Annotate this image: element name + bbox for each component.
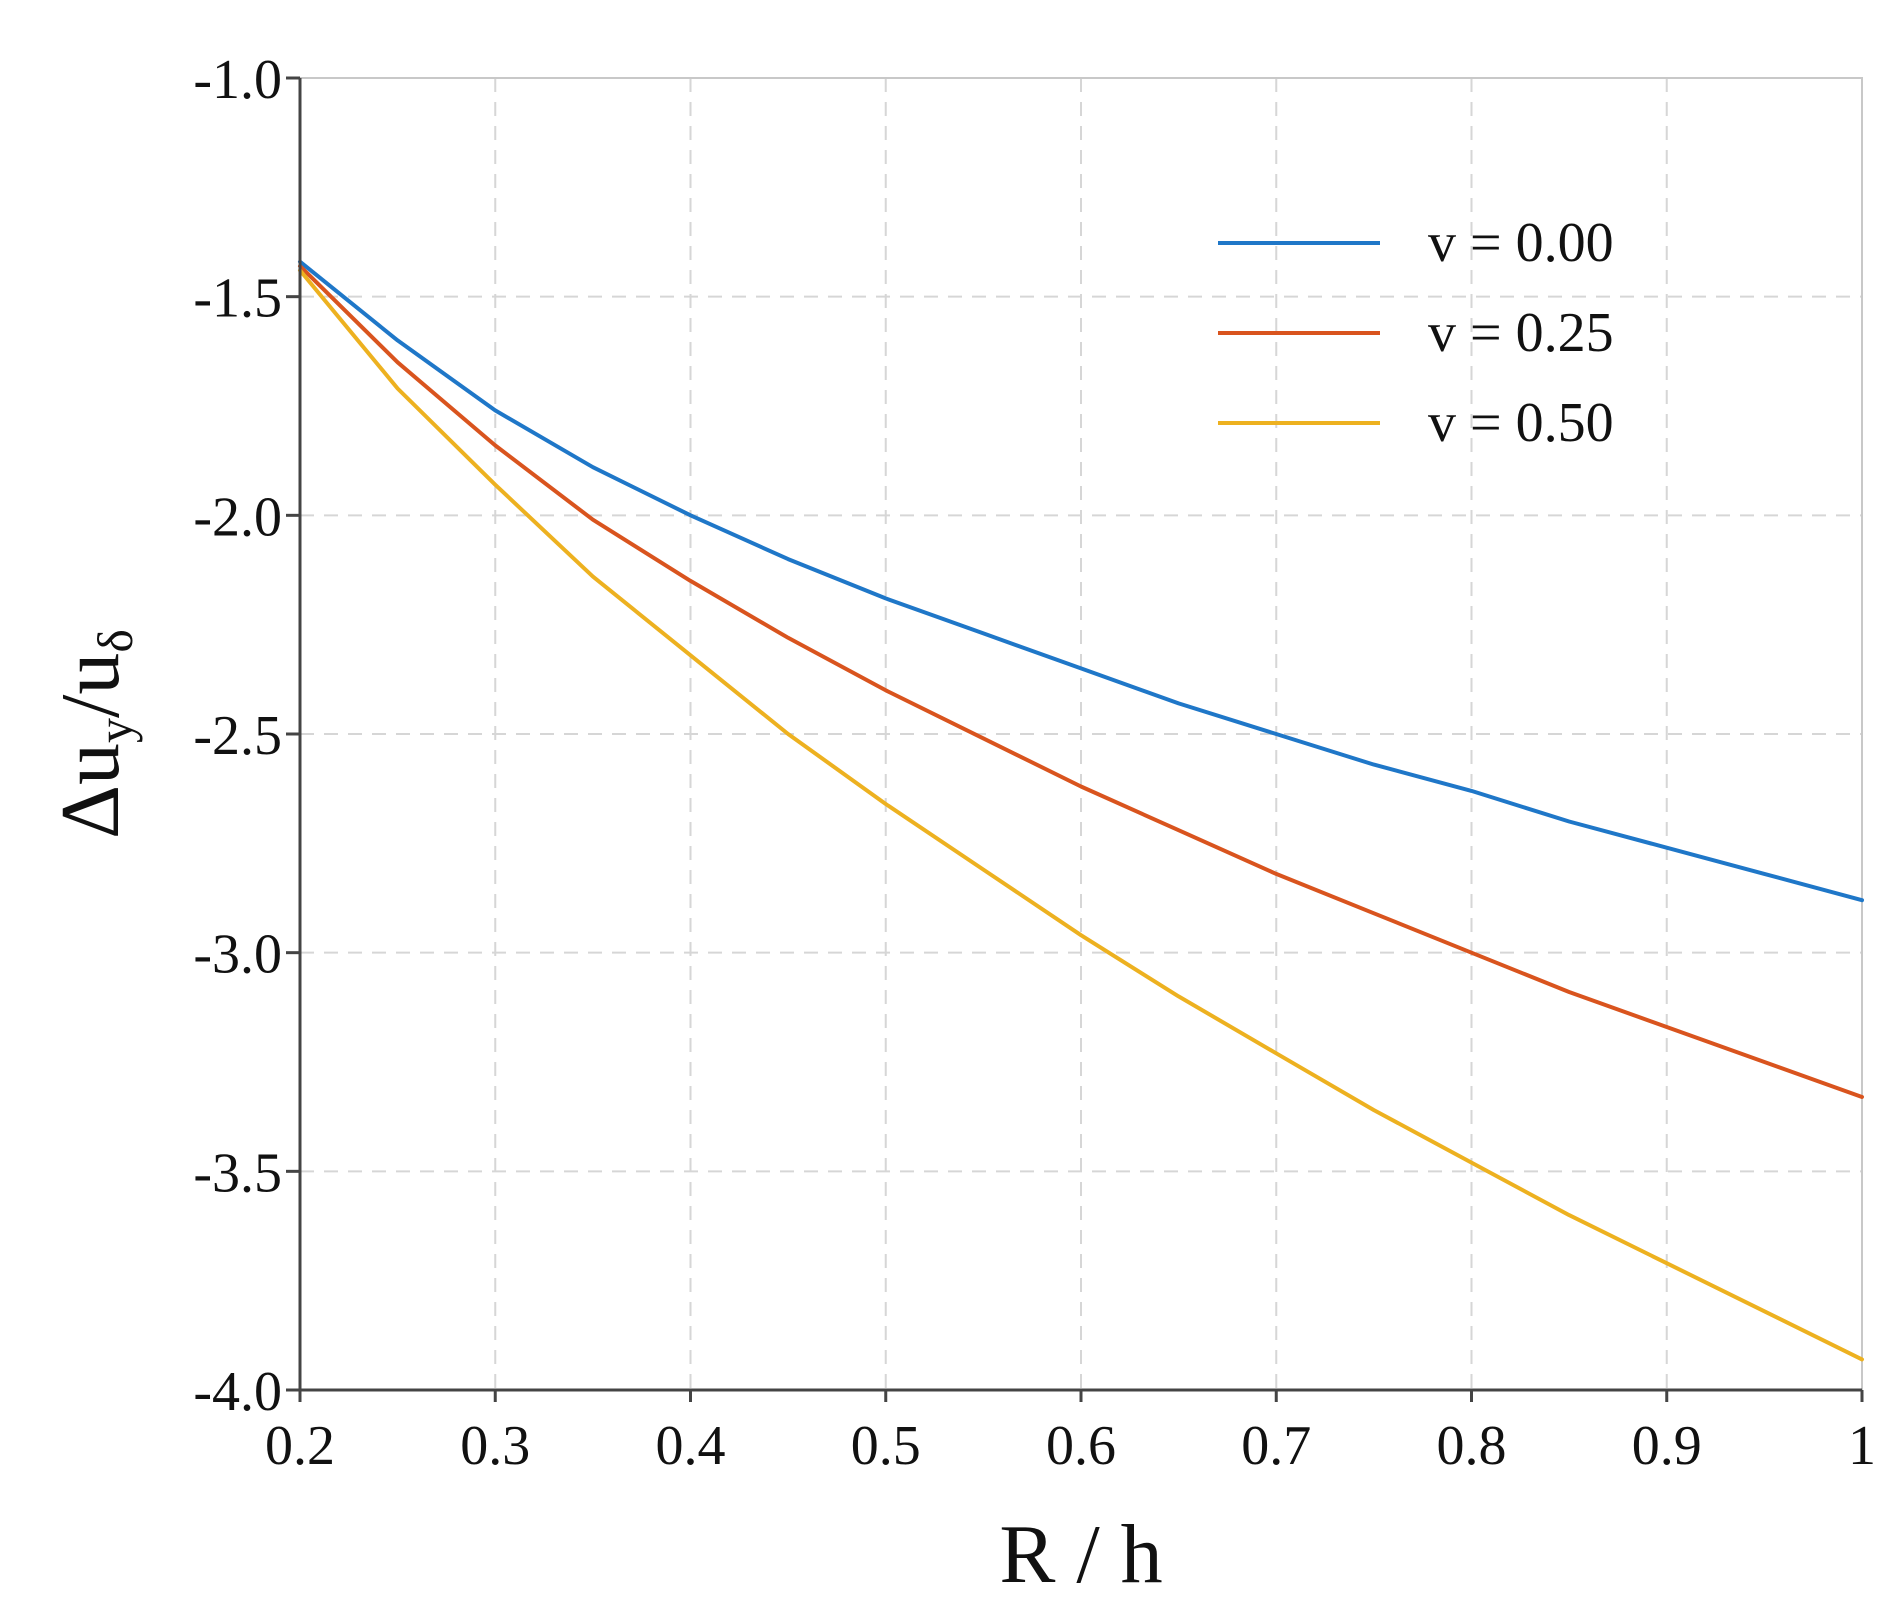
y-tick-labels: -1.0 -1.5 -2.0 -2.5 -3.0 -3.5 -4.0 xyxy=(193,49,282,1423)
x-tick-label: 1 xyxy=(1848,1415,1876,1477)
grid xyxy=(300,78,1862,1390)
x-tick-label: 0.7 xyxy=(1241,1415,1311,1477)
series-line-1 xyxy=(298,264,1864,1099)
series-line-2 xyxy=(298,268,1864,1362)
y-tick-label: -2.0 xyxy=(193,486,282,548)
x-tick-label: 0.8 xyxy=(1437,1415,1507,1477)
x-tick-labels: 0.2 0.3 0.4 0.5 0.6 0.7 0.8 0.9 1 xyxy=(265,1415,1876,1477)
y-title-sub1: y xyxy=(87,718,143,743)
x-tick-label: 0.6 xyxy=(1046,1415,1116,1477)
y-tick-label: -2.5 xyxy=(193,705,282,767)
legend-label-2: v = 0.50 xyxy=(1428,392,1614,454)
y-title-sub2: δ xyxy=(87,629,143,653)
y-tick-label: -3.5 xyxy=(193,1142,282,1204)
legend-label-0: v = 0.00 xyxy=(1428,212,1614,274)
x-tick-label: 0.4 xyxy=(656,1415,726,1477)
x-tick-label: 0.3 xyxy=(460,1415,530,1477)
legend-label-1: v = 0.25 xyxy=(1428,302,1614,364)
y-title-main: Δu xyxy=(44,743,137,839)
y-axis-title: Δuy/uδ xyxy=(44,629,143,839)
y-tick-label: -1.0 xyxy=(193,49,282,111)
legend: v = 0.00 v = 0.25 v = 0.50 xyxy=(1218,212,1614,454)
y-tick-label: -1.5 xyxy=(193,268,282,330)
x-tick-label: 0.9 xyxy=(1632,1415,1702,1477)
series-line-0 xyxy=(298,259,1864,903)
series-group xyxy=(298,259,1864,1362)
x-tick-label: 0.2 xyxy=(265,1415,335,1477)
x-axis-title: R / h xyxy=(999,1508,1162,1601)
svg-text:Δuy/uδ: Δuy/uδ xyxy=(44,629,143,839)
y-tick-label: -3.0 xyxy=(193,924,282,986)
y-tick-label: -4.0 xyxy=(193,1361,282,1423)
x-tick-label: 0.5 xyxy=(851,1415,921,1477)
y-title-mid: /u xyxy=(44,653,137,718)
axes xyxy=(286,76,1864,1402)
